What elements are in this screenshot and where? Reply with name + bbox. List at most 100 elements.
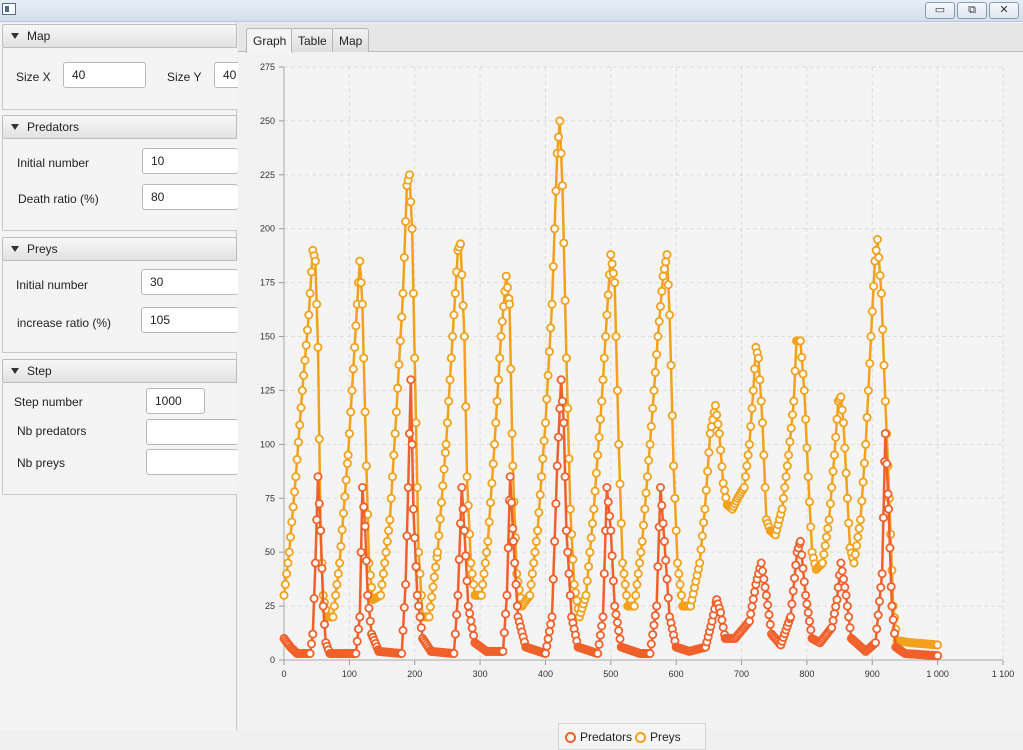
preys-data-point [462,472,472,482]
preys-data-point [874,252,884,262]
preys-data-point [739,482,749,492]
preys-data-point [671,526,681,536]
predators-data-point [756,558,766,568]
x-tick-label: 0 [281,669,286,679]
preys-data-point [440,448,450,458]
predators-data-point [882,459,892,469]
maximize-button[interactable]: ⧉ [957,2,987,19]
size-x-input[interactable]: 40 [63,62,146,88]
preys-data-point [336,541,346,551]
preys-section-header[interactable]: Preys [2,237,237,261]
preys-data-point [873,234,883,244]
predators-initial-input[interactable]: 10 [142,148,238,174]
preys-data-point [502,282,512,292]
preys-data-point [466,558,476,568]
tab-graph[interactable]: Graph [246,28,294,53]
preys-data-point [550,224,560,234]
preys-data-point [555,116,565,126]
preys-data-point [469,580,479,590]
preys-data-point [740,472,750,482]
preys-data-point [701,485,711,495]
preys-data-point [386,493,396,503]
preys-data-point [297,385,307,395]
preys-data-point [284,547,294,557]
predators-section-header[interactable]: Predators [2,115,237,139]
tab-table[interactable]: Table [291,28,334,52]
map-section-header[interactable]: Map [2,24,237,48]
preys-data-point [335,558,345,568]
preys-data-point [548,261,558,271]
preys-data-point [621,590,631,600]
close-button[interactable]: ✕ [989,2,1019,19]
preys-data-point [441,439,451,449]
preys-data-point [876,288,886,298]
preys-data-point [307,267,317,277]
tab-map[interactable]: Map [332,28,370,52]
preys-data-point [445,375,455,385]
nb-predators-field[interactable] [146,419,238,445]
preys-data-point [861,439,871,449]
predators-data-point [878,513,888,523]
step-section-header[interactable]: Step [2,359,237,383]
preys-data-point [672,558,682,568]
minimize-button[interactable]: ▭ [925,2,955,19]
preys-data-point [662,250,672,260]
death-ratio-label: Death ratio (%) [18,192,99,206]
preys-data-point [485,498,495,508]
preys-data-point [755,375,765,385]
y-tick-label: 250 [260,116,275,126]
preys-data-point [292,454,302,464]
predators-data-point [717,615,727,625]
death-ratio-input[interactable]: 80 [142,184,238,210]
preys-data-point [721,493,731,503]
preys-data-point [632,580,642,590]
preys-data-point [805,497,815,507]
step-number-input[interactable]: 1000 [146,388,205,414]
preys-data-point [857,496,867,506]
predators-data-point [414,601,424,611]
predators-data-point [875,596,885,606]
preys-data-point [332,580,342,590]
preys-data-point [448,331,458,341]
preys-data-point [717,462,727,472]
predators-data-point [305,649,315,659]
preys-data-point [506,364,516,374]
predators-data-point [361,556,371,566]
predators-data-point [399,603,409,613]
predators-data-point [880,429,890,439]
predators-data-point [466,616,476,626]
preys-data-point [641,488,651,498]
predators-data-point [750,587,760,597]
predators-data-point [598,612,608,622]
preys-data-point [288,502,298,512]
predators-data-point [556,375,566,385]
size-x-label: Size X [16,70,51,84]
predators-data-point [469,630,479,640]
preys-data-point [654,316,664,326]
preys-data-point [390,429,400,439]
y-tick-label: 275 [260,62,275,72]
preys-initial-input[interactable]: 30 [141,269,238,295]
x-tick-label: 200 [407,669,422,679]
predators-data-point [561,526,571,536]
preys-data-point [644,455,654,465]
preys-data-point [329,601,339,611]
preys-data-point [744,439,754,449]
preys-data-point [314,434,324,444]
size-y-input[interactable]: 40 [214,62,238,88]
predators-data-point [505,472,515,482]
predators-data-point [540,649,550,659]
predators-data-point [415,612,425,622]
preys-data-point [866,331,876,341]
preys-data-point [290,487,300,497]
preys-data-point [399,252,409,262]
preys-data-point [663,280,673,290]
preys-data-point [492,396,502,406]
preys-data-point [933,640,943,650]
preys-data-point [748,385,758,395]
preys-data-point [849,558,859,568]
preys-data-point [378,569,388,579]
nb-preys-field[interactable] [146,449,238,475]
predators-data-point [408,504,418,514]
increase-ratio-input[interactable]: 105 [141,307,238,333]
